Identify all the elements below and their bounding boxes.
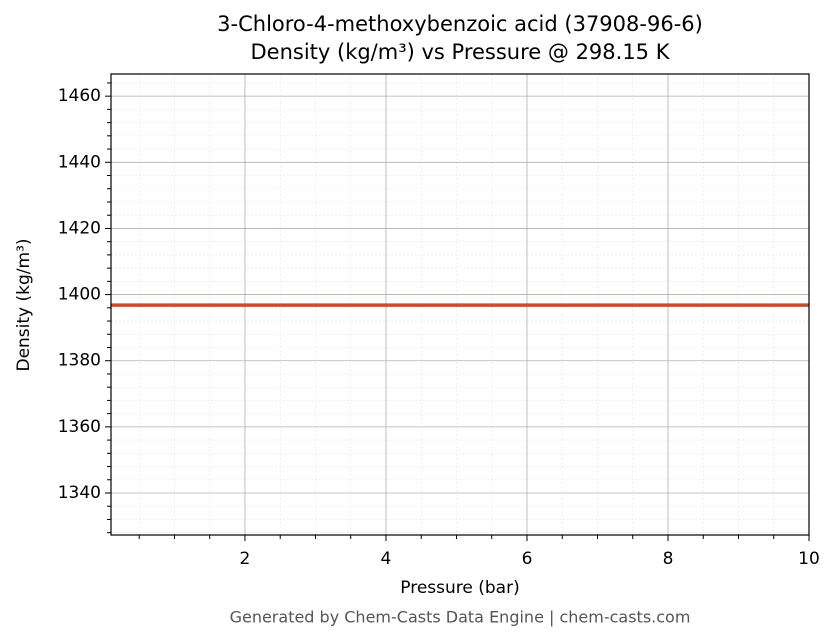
x-tick-label: 2	[240, 549, 251, 569]
x-tick-label: 8	[663, 549, 674, 569]
y-tick-label: 1440	[58, 152, 101, 172]
chart-title: 3-Chloro-4-methoxybenzoic acid (37908-96…	[217, 12, 703, 36]
y-tick-label: 1340	[58, 483, 101, 503]
y-tick-label: 1400	[58, 285, 101, 305]
x-tick-label: 4	[381, 549, 392, 569]
x-tick-label: 6	[522, 549, 533, 569]
y-tick-label: 1460	[58, 86, 101, 106]
x-axis-label: Pressure (bar)	[400, 578, 519, 598]
y-tick-label: 1420	[58, 218, 101, 238]
chart-subtitle: Density (kg/m³) vs Pressure @ 298.15 K	[250, 40, 670, 64]
y-tick-label: 1360	[58, 417, 101, 437]
plot-frame	[110, 73, 810, 536]
footer: Generated by Chem-Casts Data Engine | ch…	[230, 608, 691, 627]
y-tick-label: 1380	[58, 351, 101, 371]
x-tick-label: 10	[798, 549, 820, 569]
y-axis-label: Density (kg/m³)	[14, 238, 34, 371]
